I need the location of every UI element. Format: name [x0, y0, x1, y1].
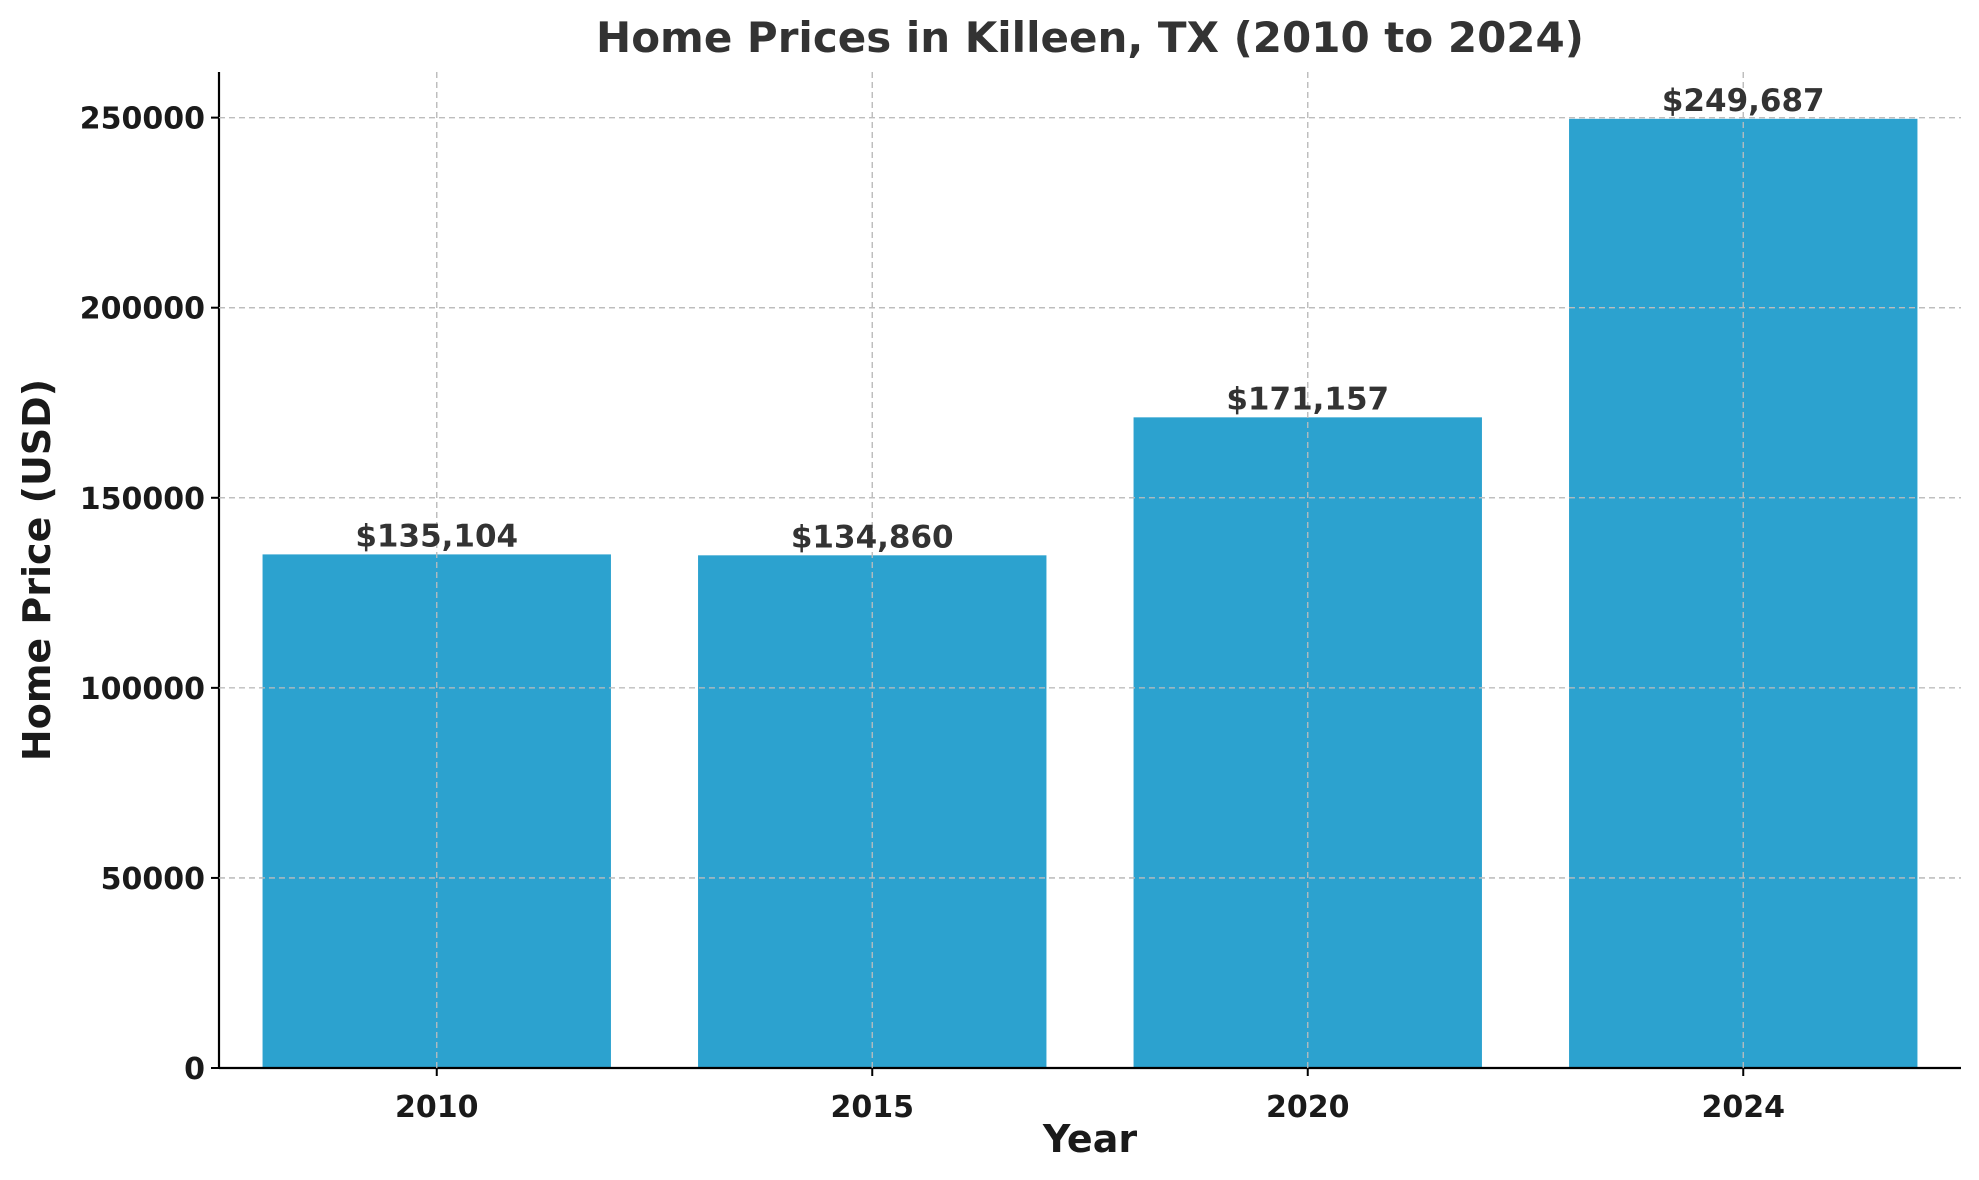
y-tick-label: 200000	[80, 292, 205, 327]
x-tick-label: 2010	[395, 1090, 479, 1125]
bar-value-label: $134,860	[791, 519, 954, 555]
y-tick-label: 150000	[80, 482, 205, 517]
x-axis-title: Year	[1042, 1117, 1137, 1161]
chart-title: Home Prices in Killeen, TX (2010 to 2024…	[596, 13, 1584, 62]
bar	[262, 554, 611, 1068]
x-tick-label: 2015	[831, 1090, 915, 1125]
axes	[217, 72, 1961, 1070]
x-tick-label: 2024	[1702, 1090, 1786, 1125]
bars	[262, 118, 1918, 1068]
bar-value-label: $249,687	[1662, 83, 1825, 119]
bar-value-label: $135,104	[355, 518, 518, 554]
y-axis-title: Home Price (USD)	[15, 379, 59, 761]
data-labels: $135,104 $134,860 $171,157 $249,687	[219, 72, 1961, 1068]
x-tick-label: 2020	[1266, 1090, 1350, 1125]
y-tick-label: 0	[184, 1052, 205, 1087]
bar-value-label: $171,157	[1226, 381, 1389, 417]
y-tick-label: 100000	[80, 672, 205, 707]
y-tick-label: 50000	[101, 862, 205, 897]
y-tick-label: 250000	[80, 102, 205, 137]
ticks: 0 50000 100000 150000 200000 250000 2010 2015 20…	[80, 102, 1785, 1125]
